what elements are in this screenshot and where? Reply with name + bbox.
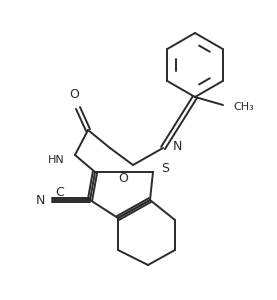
- Text: CH₃: CH₃: [233, 102, 254, 112]
- Text: O: O: [69, 88, 79, 101]
- Text: HN: HN: [48, 155, 65, 165]
- Text: S: S: [161, 161, 169, 175]
- Text: O: O: [118, 172, 128, 185]
- Text: C: C: [56, 185, 64, 199]
- Text: N: N: [173, 140, 182, 152]
- Text: N: N: [36, 194, 45, 206]
